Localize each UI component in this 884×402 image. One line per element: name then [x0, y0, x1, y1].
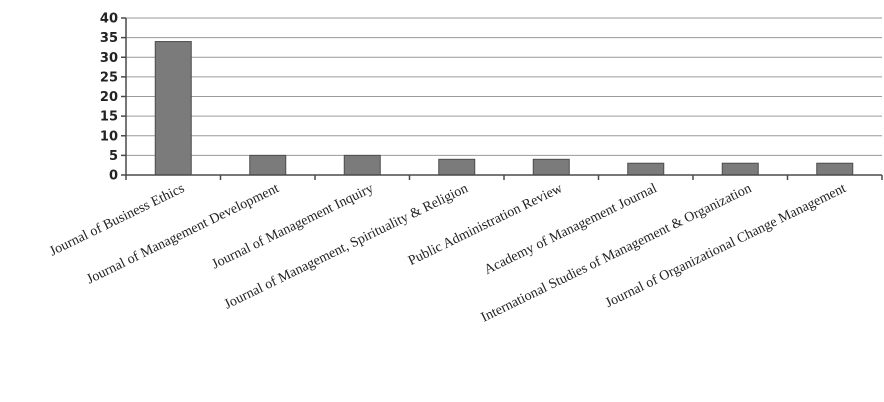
bar	[627, 162, 665, 176]
y-tick-label: 15	[100, 110, 118, 125]
bar	[532, 158, 570, 176]
y-tick-label: 20	[100, 90, 118, 105]
bars	[154, 41, 854, 176]
bar	[249, 154, 287, 176]
category-label: Journal of Management Development	[84, 181, 281, 287]
y-tick-label: 5	[109, 149, 118, 164]
y-tick-label: 25	[100, 70, 118, 85]
y-tick-label: 10	[100, 129, 118, 144]
category-label: Journal of Management Inquiry	[210, 181, 376, 272]
y-tick-labels: 0 5 10 15 20 25 30 35 40	[100, 12, 118, 184]
axes	[121, 17, 883, 180]
bar	[438, 158, 476, 176]
y-tick-label: 30	[100, 51, 118, 66]
category-label: Academy of Management Journal	[482, 181, 660, 278]
y-tick-label: 35	[100, 31, 118, 46]
bar	[721, 162, 759, 176]
y-tick-label: 0	[109, 169, 118, 184]
bar	[154, 41, 192, 176]
bar	[343, 154, 381, 176]
gridlines	[126, 17, 882, 156]
y-tick-label: 40	[100, 12, 118, 27]
category-label: Public Administration Review	[406, 181, 566, 269]
bar	[816, 162, 854, 176]
